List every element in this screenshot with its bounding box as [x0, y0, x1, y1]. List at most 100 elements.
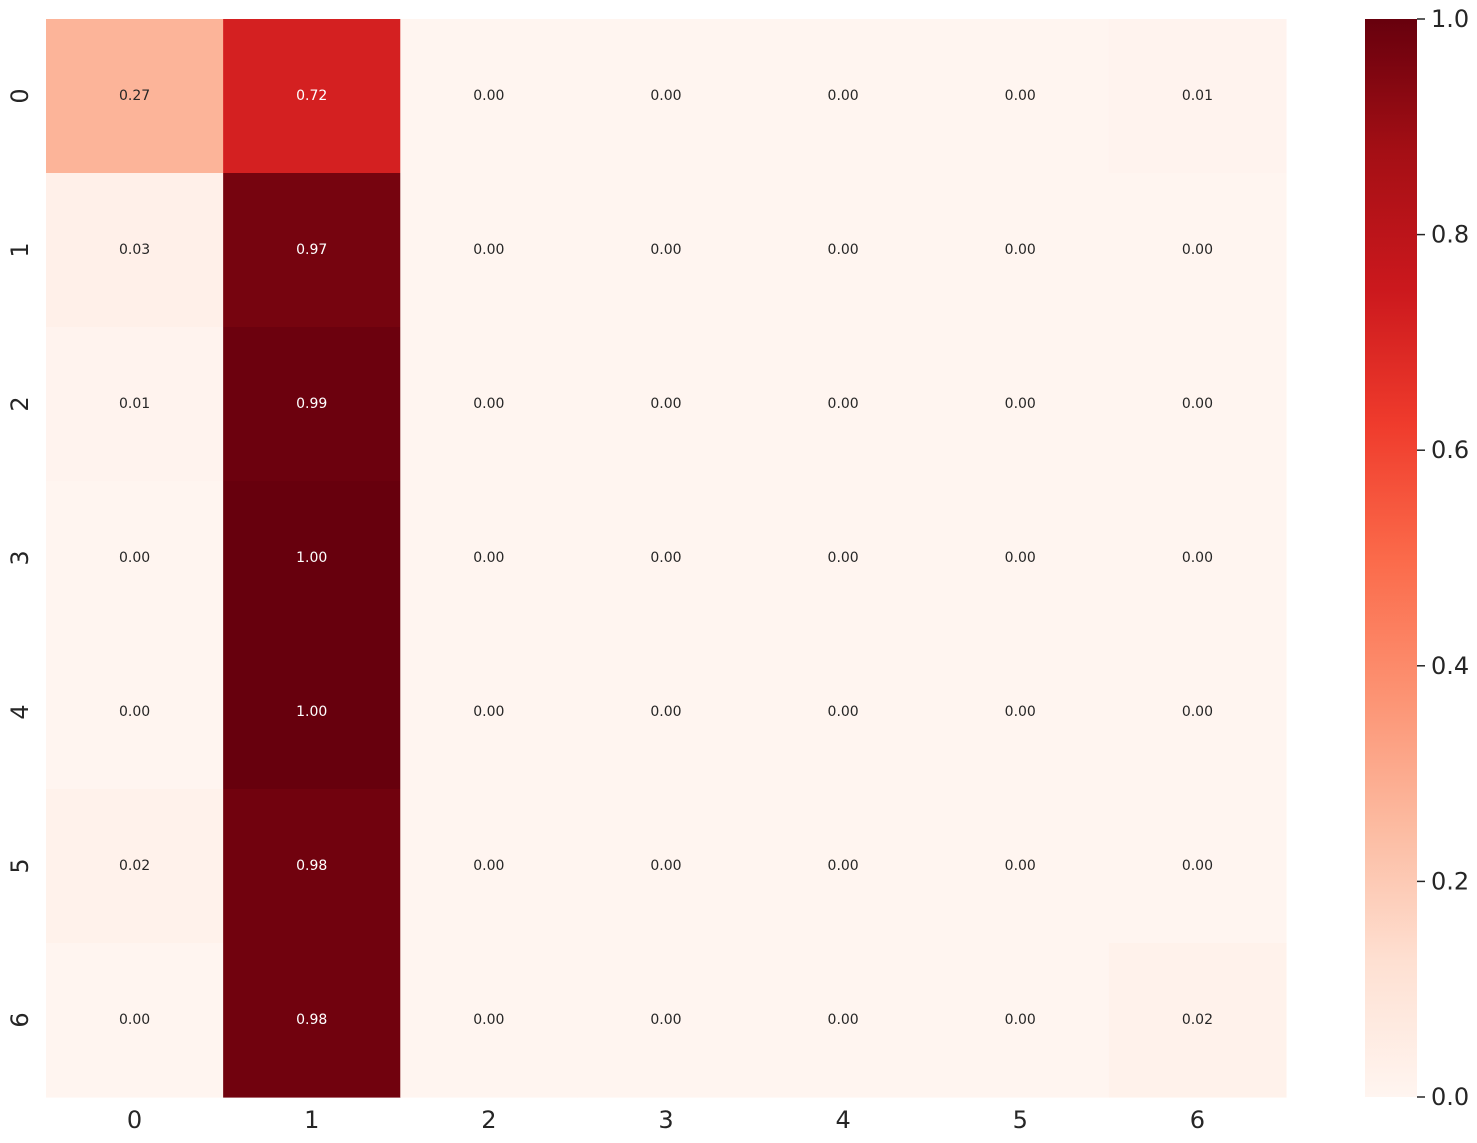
heatmap-cell: [223, 481, 401, 636]
heatmap-cell: [577, 943, 756, 1098]
heatmap-cell: [577, 635, 756, 790]
x-axis: 0 1 2 3 4 5 6: [127, 1106, 1205, 1134]
cell-value-label: 0.00: [473, 88, 504, 104]
cell-value-label: 0.00: [473, 1012, 504, 1028]
heatmap-cell: [754, 327, 933, 482]
heatmap-cell: [931, 635, 1110, 790]
heatmap-cell: [754, 173, 933, 328]
cell-value-label: 0.02: [1182, 1012, 1213, 1028]
cell-value-label: 0.00: [1005, 858, 1036, 874]
y-tick-label: 4: [6, 704, 34, 719]
cell-value-label: 0.01: [119, 396, 150, 412]
cell-value-label: 1.00: [296, 704, 327, 720]
heatmap-cell: [577, 481, 756, 636]
heatmap-cell: [754, 789, 933, 944]
cell-value-label: 0.00: [650, 704, 681, 720]
heatmap-cell: [400, 481, 579, 636]
cell-value-label: 0.00: [650, 1012, 681, 1028]
cell-value-label: 0.00: [1182, 242, 1213, 258]
heatmap-cell: [400, 943, 579, 1098]
heatmap-cell: [223, 789, 401, 944]
cell-value-label: 0.00: [1005, 550, 1036, 566]
x-tick-label: 1: [304, 1106, 319, 1134]
cell-value-label: 0.00: [650, 88, 681, 104]
heatmap-cell: [46, 789, 224, 944]
heatmap-cell: [223, 635, 401, 790]
heatmap-cell: [1108, 173, 1287, 328]
heatmap-cell: [577, 19, 756, 174]
x-tick-label: 6: [1190, 1106, 1205, 1134]
cell-value-label: 0.98: [296, 1012, 327, 1028]
cell-value-label: 0.00: [1005, 1012, 1036, 1028]
x-tick-label: 5: [1013, 1106, 1028, 1134]
cell-value-label: 0.00: [650, 550, 681, 566]
y-tick-label: 6: [6, 1012, 34, 1027]
heatmap-cell: [400, 635, 579, 790]
cell-value-label: 0.00: [828, 88, 859, 104]
heatmap-cell: [46, 19, 224, 174]
heatmap-cell: [931, 327, 1110, 482]
y-tick-label: 2: [6, 396, 34, 411]
heatmap-cell: [931, 943, 1110, 1098]
cell-value-label: 0.99: [296, 396, 327, 412]
heatmap-cell: [400, 327, 579, 482]
cell-value-label: 0.00: [119, 704, 150, 720]
cell-value-label: 0.00: [650, 396, 681, 412]
heatmap-cell-labels: 0.27 0.72 0.00 0.00 0.00 0.00 0.01 0.03 0.97 0.00…: [119, 88, 1213, 1028]
heatmap-cell: [931, 789, 1110, 944]
heatmap-cell: [46, 173, 224, 328]
x-tick-label: 2: [481, 1106, 496, 1134]
heatmap-cell: [223, 19, 401, 174]
cell-value-label: 0.00: [1182, 858, 1213, 874]
colorbar-tick-label: 0.4: [1431, 652, 1469, 680]
cell-value-label: 0.00: [473, 550, 504, 566]
cell-value-label: 0.00: [473, 858, 504, 874]
cell-value-label: 0.72: [296, 88, 327, 104]
colorbar-tick-label: 0.8: [1431, 221, 1469, 249]
cell-value-label: 0.00: [650, 858, 681, 874]
heatmap-cell: [1108, 481, 1287, 636]
cell-value-label: 0.00: [828, 396, 859, 412]
x-tick-label: 4: [835, 1106, 850, 1134]
cell-value-label: 0.00: [1182, 550, 1213, 566]
colorbar-tick-label: 0.6: [1431, 436, 1469, 464]
cell-value-label: 0.00: [1005, 242, 1036, 258]
heatmap-cell: [754, 943, 933, 1098]
cell-value-label: 0.00: [473, 242, 504, 258]
heatmap-cell: [577, 327, 756, 482]
cell-value-label: 0.02: [119, 858, 150, 874]
x-tick-label: 3: [658, 1106, 673, 1134]
heatmap-cell: [46, 327, 224, 482]
heatmap-cell: [223, 327, 401, 482]
cell-value-label: 0.00: [1182, 704, 1213, 720]
heatmap-cell: [931, 173, 1110, 328]
heatmap-cell: [400, 19, 579, 174]
heatmap-cell: [1108, 327, 1287, 482]
heatmap-cell: [223, 173, 401, 328]
cell-value-label: 0.00: [828, 858, 859, 874]
heatmap-cell: [1108, 789, 1287, 944]
heatmap-cell: [931, 19, 1110, 174]
cell-value-label: 0.97: [296, 242, 327, 258]
cell-value-label: 0.00: [828, 704, 859, 720]
heatmap-cell: [400, 173, 579, 328]
heatmap-cells: [46, 19, 1287, 1098]
heatmap-cell: [577, 789, 756, 944]
cell-value-label: 0.98: [296, 858, 327, 874]
colorbar: 0.0 0.2 0.4 0.6 0.8 1.0: [1365, 5, 1469, 1111]
colorbar-tick-label: 0.2: [1431, 867, 1469, 895]
heatmap-cell: [754, 635, 933, 790]
cell-value-label: 0.00: [1005, 396, 1036, 412]
cell-value-label: 0.00: [828, 1012, 859, 1028]
cell-value-label: 0.03: [119, 242, 150, 258]
colorbar-tick-label: 1.0: [1431, 5, 1469, 33]
cell-value-label: 1.00: [296, 550, 327, 566]
cell-value-label: 0.00: [1182, 396, 1213, 412]
heatmap-cell: [223, 943, 401, 1098]
cell-value-label: 0.01: [1182, 88, 1213, 104]
cell-value-label: 0.00: [828, 550, 859, 566]
cell-value-label: 0.00: [119, 1012, 150, 1028]
cell-value-label: 0.00: [473, 396, 504, 412]
x-tick-label: 0: [127, 1106, 142, 1134]
